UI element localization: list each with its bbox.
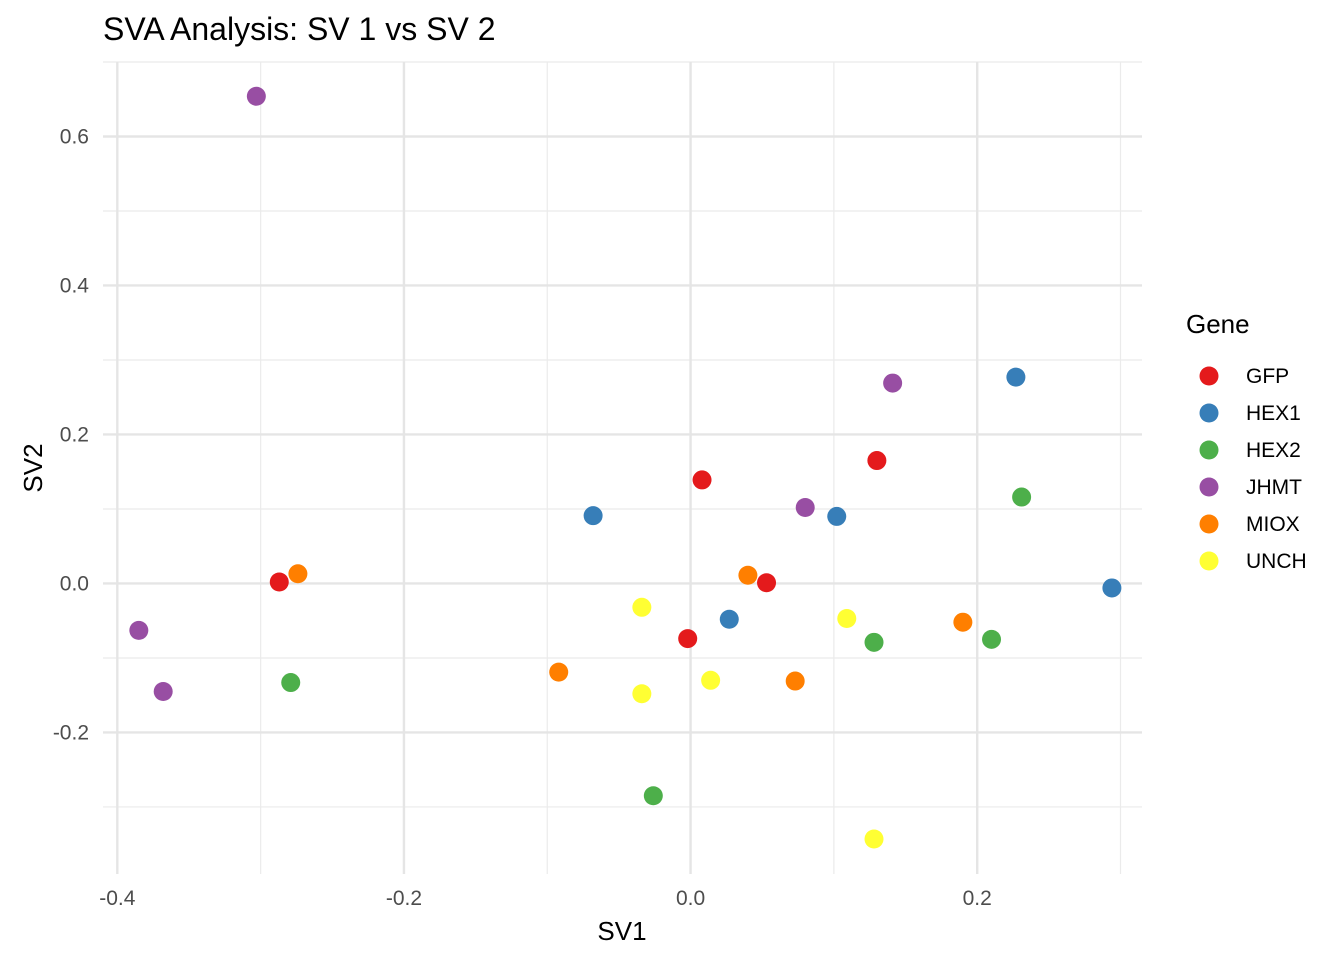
data-point-miox <box>549 662 569 682</box>
data-point-jhmt <box>795 497 815 517</box>
data-point-gfp <box>867 451 887 471</box>
y-tick-label: 0.0 <box>60 572 89 595</box>
data-point-jhmt <box>883 373 903 393</box>
data-point-unch <box>632 597 652 617</box>
legend-key-jhmt <box>1199 477 1219 497</box>
legend-label-hex1: HEX1 <box>1246 402 1301 425</box>
data-point-jhmt <box>153 681 173 701</box>
y-axis-title: SV2 <box>18 443 48 492</box>
data-point-hex1 <box>719 609 739 629</box>
y-tick-label: 0.4 <box>60 274 90 297</box>
data-point-hex2 <box>864 632 884 652</box>
legend-label-hex2: HEX2 <box>1246 439 1301 462</box>
grid-layer <box>103 61 1142 874</box>
legend: Gene GFP HEX1 HEX2 JHMT MIOX UNCH <box>1186 309 1307 573</box>
data-point-hex2 <box>643 786 663 806</box>
legend-key-miox <box>1199 514 1219 534</box>
data-point-miox <box>953 612 973 632</box>
legend-key-gfp <box>1199 366 1219 386</box>
x-tick-label: 0.0 <box>676 887 705 910</box>
data-point-miox <box>738 565 758 585</box>
x-tick-label: -0.4 <box>99 887 136 910</box>
data-point-gfp <box>678 629 698 649</box>
legend-label-jhmt: JHMT <box>1246 476 1302 499</box>
data-point-unch <box>864 829 884 849</box>
data-point-hex2 <box>982 629 1002 649</box>
data-point-miox <box>288 564 308 584</box>
legend-key-hex2 <box>1199 440 1219 460</box>
data-point-gfp <box>269 572 289 592</box>
data-point-unch <box>837 608 857 628</box>
tick-labels: -0.4 -0.2 0.0 0.2 -0.2 0.0 0.2 0.4 0.6 <box>53 125 992 910</box>
x-tick-label: 0.2 <box>963 887 992 910</box>
legend-title: Gene <box>1186 309 1250 339</box>
legend-label-miox: MIOX <box>1246 513 1300 536</box>
y-tick-label: -0.2 <box>53 721 89 744</box>
data-point-hex2 <box>1012 487 1032 507</box>
data-point-jhmt <box>246 86 266 106</box>
legend-items: GFP HEX1 HEX2 JHMT MIOX UNCH <box>1199 365 1307 573</box>
plot-title: SVA Analysis: SV 1 vs SV 2 <box>103 11 495 47</box>
data-point-gfp <box>757 573 777 593</box>
data-points <box>129 86 1122 849</box>
data-point-hex1 <box>583 506 603 526</box>
data-point-hex1 <box>1006 367 1026 387</box>
legend-key-unch <box>1199 551 1219 571</box>
data-point-gfp <box>692 470 712 490</box>
x-tick-label: -0.2 <box>386 887 422 910</box>
y-tick-label: 0.6 <box>60 125 89 148</box>
x-axis-title: SV1 <box>597 916 646 946</box>
data-point-hex2 <box>281 673 301 693</box>
legend-key-hex1 <box>1199 403 1219 423</box>
data-point-unch <box>632 684 652 704</box>
data-point-hex1 <box>1102 578 1122 598</box>
data-point-miox <box>785 671 805 691</box>
data-point-jhmt <box>129 620 149 640</box>
y-tick-label: 0.2 <box>60 423 89 446</box>
data-point-hex1 <box>827 506 847 526</box>
data-point-unch <box>701 670 721 690</box>
legend-label-unch: UNCH <box>1246 550 1307 573</box>
legend-label-gfp: GFP <box>1246 365 1289 388</box>
